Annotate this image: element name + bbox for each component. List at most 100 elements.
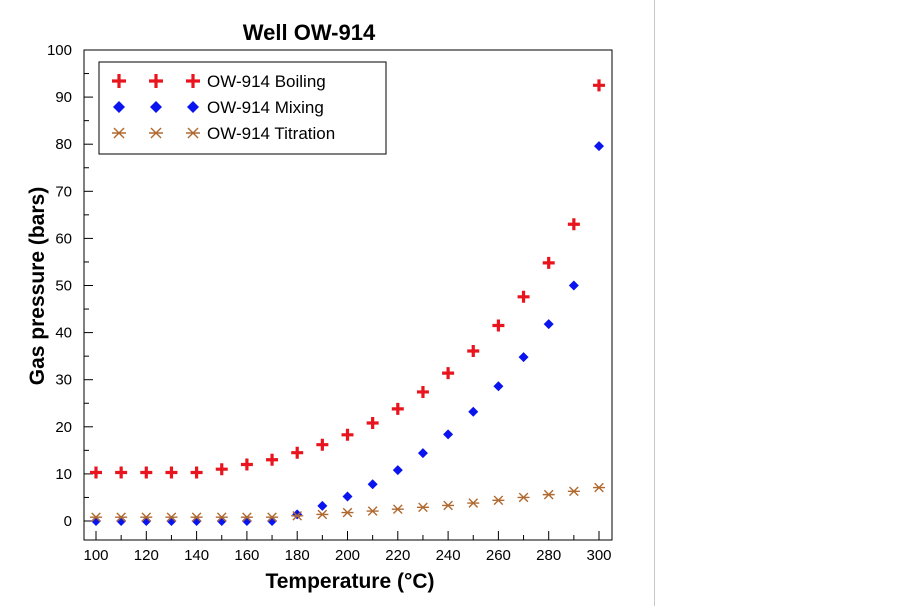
data-point <box>517 492 530 503</box>
x-axis-label: Temperature (°C) <box>265 570 434 593</box>
x-tick-label: 160 <box>234 547 259 564</box>
legend-marker <box>186 74 200 88</box>
data-point <box>492 495 505 506</box>
data-point <box>492 319 505 332</box>
data-point <box>392 465 403 476</box>
data-point <box>442 500 455 511</box>
data-point <box>443 429 454 440</box>
y-tick-label: 60 <box>55 230 72 247</box>
data-point <box>241 516 252 526</box>
data-point <box>366 417 379 430</box>
chart-panel: Well OW-914 Temperature (°C) Gas pressur… <box>26 0 655 606</box>
legend-marker <box>149 127 163 139</box>
data-point <box>190 466 203 479</box>
x-tick-label: 180 <box>285 547 310 564</box>
data-point <box>543 319 554 330</box>
data-point <box>216 516 227 526</box>
data-point <box>542 489 555 500</box>
data-point <box>90 512 102 523</box>
data-point <box>567 218 580 231</box>
y-tick-label: 0 <box>64 513 72 530</box>
data-point <box>291 446 304 459</box>
data-point <box>542 256 555 269</box>
data-point <box>291 511 304 521</box>
data-point <box>366 506 379 516</box>
x-tick-label: 280 <box>536 547 561 564</box>
data-point <box>115 512 128 523</box>
data-point <box>266 453 279 466</box>
legend-marker <box>149 74 163 88</box>
y-tick-label: 40 <box>55 325 72 342</box>
x-tick-label: 140 <box>184 547 209 564</box>
data-point <box>593 79 605 92</box>
y-tick-label: 30 <box>55 372 72 389</box>
y-tick-label: 90 <box>55 89 72 106</box>
data-point <box>140 466 153 479</box>
data-point <box>215 463 228 476</box>
data-point <box>567 486 580 497</box>
data-point <box>240 458 253 471</box>
legend-entry: OW-914 Boiling <box>207 72 326 91</box>
data-point <box>317 500 328 511</box>
data-point <box>266 512 279 523</box>
data-point <box>416 502 429 513</box>
data-point <box>467 344 480 357</box>
data-point <box>116 516 127 526</box>
legend-marker <box>112 74 126 88</box>
legend-entry: OW-914 Mixing <box>207 98 324 117</box>
y-tick-label: 100 <box>47 42 72 59</box>
legend-marker <box>186 127 200 139</box>
x-tick-label: 100 <box>83 547 108 564</box>
y-tick-label: 10 <box>55 466 72 483</box>
data-point <box>316 509 329 520</box>
data-point <box>115 466 128 479</box>
data-point <box>166 516 177 526</box>
x-tick-label: 120 <box>134 547 159 564</box>
data-point <box>468 406 479 417</box>
data-point <box>593 482 605 493</box>
y-axis-label: Gas pressure (bars) <box>26 187 49 385</box>
data-point <box>165 466 178 479</box>
data-point <box>517 290 530 303</box>
data-point <box>342 491 353 502</box>
y-tick-label: 70 <box>55 183 72 200</box>
data-point <box>91 516 101 526</box>
series-1 <box>91 141 604 526</box>
data-point <box>190 512 203 523</box>
data-point <box>518 352 529 363</box>
data-point <box>442 367 455 380</box>
data-point <box>215 512 228 523</box>
data-point <box>367 479 378 490</box>
scatter-chart: Well OW-914 Temperature (°C) Gas pressur… <box>26 20 613 593</box>
legend-marker <box>150 101 162 113</box>
data-point <box>141 516 152 526</box>
x-tick-label: 240 <box>436 547 461 564</box>
data-point <box>140 512 153 523</box>
chart-title: Well OW-914 <box>243 20 376 45</box>
legend-marker <box>112 127 126 139</box>
y-tick-label: 20 <box>55 419 72 436</box>
y-tick-label: 80 <box>55 136 72 153</box>
data-point <box>191 516 202 526</box>
legend-marker <box>187 101 199 113</box>
axes: 0 10 20 30 40 50 60 70 80 90 100 100 120 140 160 180 200… <box>47 42 613 564</box>
y-tick-label: 50 <box>55 278 72 295</box>
data-point <box>391 402 404 415</box>
data-point <box>165 512 178 523</box>
legend-entry: OW-914 Titration <box>207 124 335 143</box>
data-point <box>416 385 429 398</box>
data-point <box>267 516 278 526</box>
data-point <box>417 448 428 459</box>
data-point <box>467 498 480 508</box>
data-marks <box>90 79 605 526</box>
x-tick-label: 220 <box>385 547 410 564</box>
data-point <box>568 280 579 291</box>
series-2 <box>90 482 605 523</box>
data-point <box>391 504 404 515</box>
data-point <box>240 512 253 523</box>
legend: OW-914 Boiling OW-914 Mixing OW-914 Titrat… <box>98 61 387 155</box>
data-point <box>316 438 329 451</box>
series-0 <box>90 79 605 479</box>
data-point <box>341 507 354 518</box>
data-point <box>341 428 354 441</box>
